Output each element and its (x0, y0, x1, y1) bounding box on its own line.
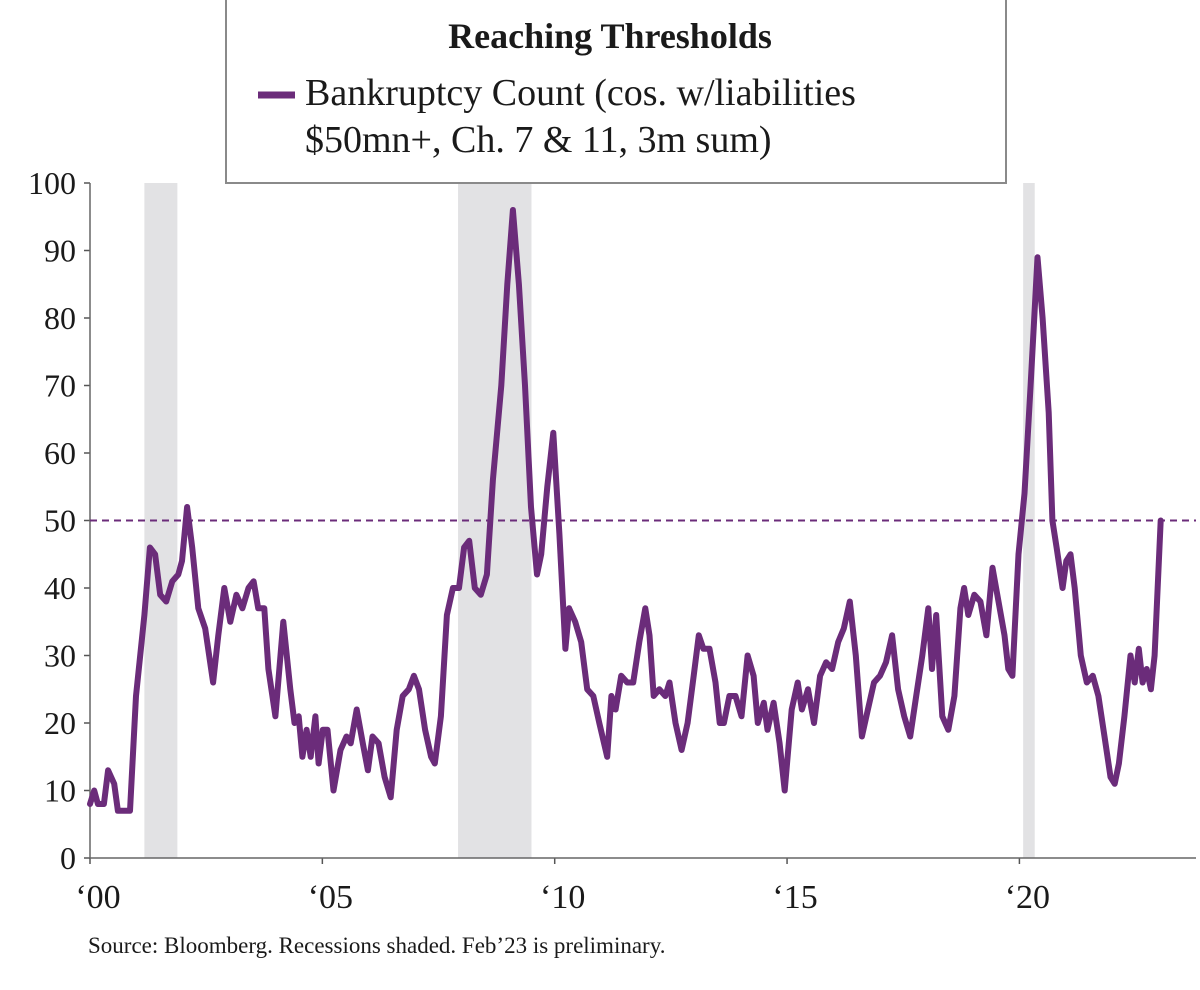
series-line (87, 207, 1164, 814)
chart-title: Reaching Thresholds (448, 16, 772, 56)
legend-label: Bankruptcy Count (cos. w/liabilities $50… (305, 72, 856, 161)
y-tick-label: 100 (28, 165, 76, 201)
y-tick-label: 0 (60, 840, 76, 876)
y-tick-label: 40 (44, 570, 76, 606)
y-tick-label: 60 (44, 435, 76, 471)
x-tick-label: ‘10 (540, 879, 585, 916)
source-note: Source: Bloomberg. Recessions shaded. Fe… (88, 933, 665, 958)
y-tick-label: 10 (44, 773, 76, 809)
x-tick-label: ‘20 (1005, 879, 1050, 916)
y-tick-label: 20 (44, 705, 76, 741)
x-tick-label: ‘15 (772, 879, 817, 916)
x-tick-label: ‘05 (308, 879, 353, 916)
y-tick-label: 30 (44, 638, 76, 674)
y-tick-label: 90 (44, 233, 76, 269)
y-tick-label: 70 (44, 368, 76, 404)
x-tick-label: ‘00 (75, 879, 120, 916)
recession-band (144, 183, 178, 858)
legend-box (225, 0, 1007, 184)
y-tick-label: 50 (44, 503, 76, 539)
y-tick-label: 80 (44, 300, 76, 336)
